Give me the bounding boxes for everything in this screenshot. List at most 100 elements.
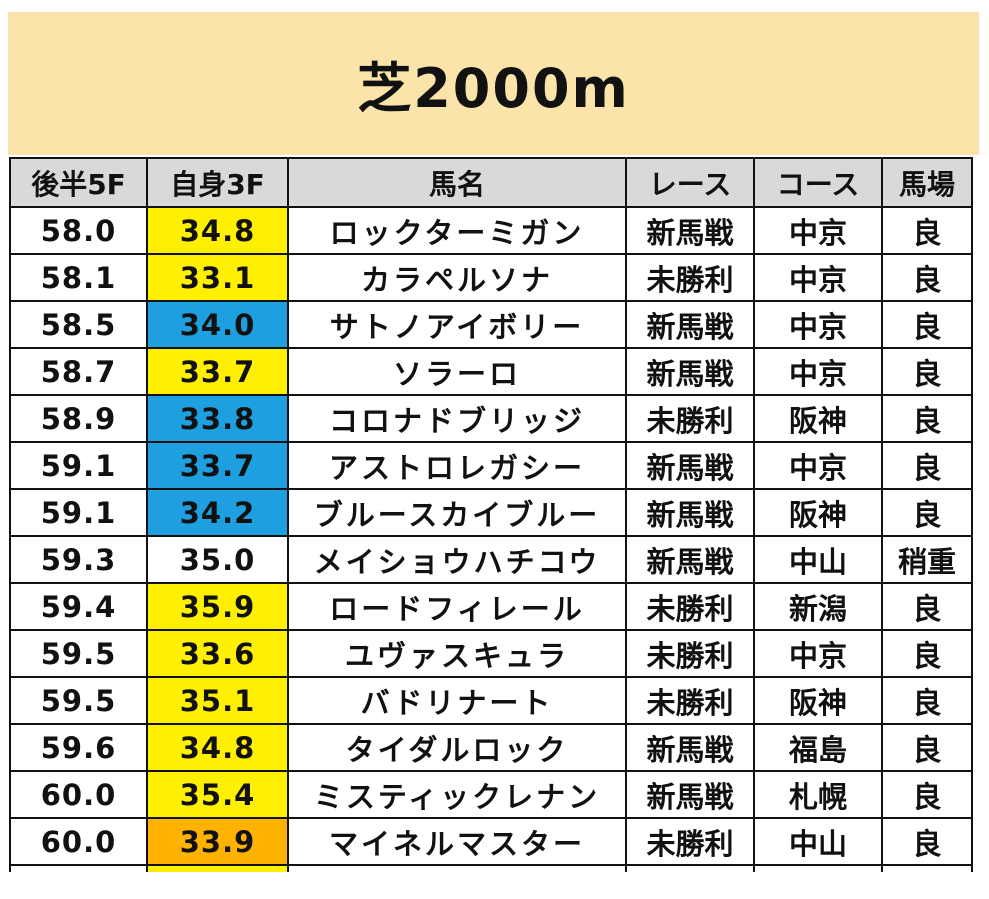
- own3f-cell: 33.7: [146, 441, 289, 490]
- own3f-cell: 33.9: [146, 817, 289, 866]
- race-cell: 新馬戦: [625, 347, 755, 396]
- course-cell: 阪神: [753, 488, 883, 537]
- course-cell: 福島: [753, 723, 883, 772]
- own3f-cell: 34.8: [146, 723, 289, 772]
- horse-name-cell: アストロレガシー: [287, 441, 627, 490]
- own3f-cell: 33.7: [146, 347, 289, 396]
- late5f-cell: 60.0: [9, 770, 148, 819]
- late5f-cell: 60.0: [9, 817, 148, 866]
- horse-name-cell: ミスティックレナン: [287, 770, 627, 819]
- race-cell: 未勝利: [625, 817, 755, 866]
- table-row: 59.3 35.0 メイショウハチコウ 新馬戦 中山 稍重: [9, 535, 973, 584]
- race-cell: 新馬戦: [625, 535, 755, 584]
- course-cell: 新潟: [753, 582, 883, 631]
- track-cell: 良: [881, 582, 973, 631]
- track-cell: 良: [881, 206, 973, 255]
- horse-name-cell: ロードフィレール: [287, 582, 627, 631]
- table-row: 60.0 35.4 ミスティックレナン 新馬戦 札幌良: [9, 770, 973, 819]
- cutoff-cell: [287, 864, 627, 872]
- late5f-cell: 59.5: [9, 676, 148, 725]
- title-banner: 芝2000m: [8, 12, 979, 155]
- late5f-cell: 59.6: [9, 723, 148, 772]
- late5f-cell: 59.1: [9, 441, 148, 490]
- col-header-own3f: 自身3F: [146, 157, 289, 208]
- own3f-cell: 35.4: [146, 770, 289, 819]
- table-row: 58.0 34.8 ロックターミガン 新馬戦 中京良: [9, 206, 973, 255]
- horse-name-cell: マイネルマスター: [287, 817, 627, 866]
- race-cell: 新馬戦: [625, 441, 755, 490]
- own3f-cell: 35.0: [146, 535, 289, 584]
- col-header-course: コース: [753, 157, 883, 208]
- course-cell: 中京: [753, 300, 883, 349]
- race-cell: 未勝利: [625, 676, 755, 725]
- race-cell: 新馬戦: [625, 488, 755, 537]
- race-cell: 新馬戦: [625, 300, 755, 349]
- horse-name-cell: メイショウハチコウ: [287, 535, 627, 584]
- table-row: 59.5 35.1 バドリナート 未勝利 阪神良: [9, 676, 973, 725]
- track-cell: 良: [881, 817, 973, 866]
- race-cell: 未勝利: [625, 629, 755, 678]
- table-row: 60.0 33.9 マイネルマスター 未勝利 中山良: [9, 817, 973, 866]
- table-body: 58.0 34.8 ロックターミガン 新馬戦 中京良 58.1 33.1 カラペルソナ 未勝利中…: [9, 206, 973, 872]
- track-cell: 良: [881, 723, 973, 772]
- table-row: 58.1 33.1 カラペルソナ 未勝利 中京良: [9, 253, 973, 302]
- late5f-cell: 58.5: [9, 300, 148, 349]
- race-cell: 新馬戦: [625, 770, 755, 819]
- own3f-cell: 35.1: [146, 676, 289, 725]
- horse-name-cell: ユヴァスキュラ: [287, 629, 627, 678]
- col-header-horse-name: 馬名: [287, 157, 627, 208]
- col-header-track: 馬場: [881, 157, 973, 208]
- table-row: 58.9 33.8 コロナドブリッジ 未勝利 阪神良: [9, 394, 973, 443]
- cutoff-cell: [146, 864, 289, 872]
- cutoff-cell: [9, 864, 148, 872]
- horse-name-cell: ブルースカイブルー: [287, 488, 627, 537]
- late5f-cell: 58.9: [9, 394, 148, 443]
- race-cell: 未勝利: [625, 253, 755, 302]
- late5f-cell: 59.3: [9, 535, 148, 584]
- col-header-late5f: 後半5F: [9, 157, 148, 208]
- table-row: 59.1 34.2 ブルースカイブルー 新馬戦 阪神良: [9, 488, 973, 537]
- horse-name-cell: サトノアイボリー: [287, 300, 627, 349]
- course-cell: 阪神: [753, 394, 883, 443]
- own3f-cell: 34.8: [146, 206, 289, 255]
- horse-name-cell: ロックターミガン: [287, 206, 627, 255]
- track-cell: 良: [881, 347, 973, 396]
- own3f-cell: 33.6: [146, 629, 289, 678]
- course-cell: 札幌: [753, 770, 883, 819]
- course-cell: 中京: [753, 629, 883, 678]
- cutoff-cell: [753, 864, 883, 872]
- late5f-cell: 59.5: [9, 629, 148, 678]
- own3f-cell: 33.8: [146, 394, 289, 443]
- horse-name-cell: カラペルソナ: [287, 253, 627, 302]
- table-row: 58.7 33.7 ソラーロ 新馬戦 中京良: [9, 347, 973, 396]
- header-row: 後半5F 自身3F 馬名 レース コース 馬場: [9, 157, 973, 208]
- course-cell: 中京: [753, 206, 883, 255]
- course-cell: 阪神: [753, 676, 883, 725]
- late5f-cell: 59.1: [9, 488, 148, 537]
- track-cell: 良: [881, 300, 973, 349]
- table-row: 59.6 34.8 タイダルロック 新馬戦 福島良: [9, 723, 973, 772]
- horse-name-cell: ソラーロ: [287, 347, 627, 396]
- own3f-cell: 35.9: [146, 582, 289, 631]
- table-row: 58.5 34.0 サトノアイボリー 新馬戦 中京良: [9, 300, 973, 349]
- own3f-cell: 34.0: [146, 300, 289, 349]
- results-table: 後半5F 自身3F 馬名 レース コース 馬場 58.0 34.8 ロックターミガン…: [9, 157, 973, 872]
- course-cell: 中山: [753, 535, 883, 584]
- race-cell: 新馬戦: [625, 206, 755, 255]
- late5f-cell: 59.4: [9, 582, 148, 631]
- track-cell: 良: [881, 676, 973, 725]
- late5f-cell: 58.1: [9, 253, 148, 302]
- race-cell: 新馬戦: [625, 723, 755, 772]
- course-cell: 中山: [753, 817, 883, 866]
- track-cell: 稍重: [881, 535, 973, 584]
- table-row-cutoff: [9, 864, 973, 872]
- track-cell: 良: [881, 770, 973, 819]
- race-cell: 未勝利: [625, 394, 755, 443]
- table-row: 59.4 35.9 ロードフィレール 未勝利 新潟良: [9, 582, 973, 631]
- race-cell: 未勝利: [625, 582, 755, 631]
- table-row: 59.1 33.7 アストロレガシー 新馬戦 中京良: [9, 441, 973, 490]
- own3f-cell: 34.2: [146, 488, 289, 537]
- course-cell: 中京: [753, 441, 883, 490]
- late5f-cell: 58.7: [9, 347, 148, 396]
- horse-name-cell: バドリナート: [287, 676, 627, 725]
